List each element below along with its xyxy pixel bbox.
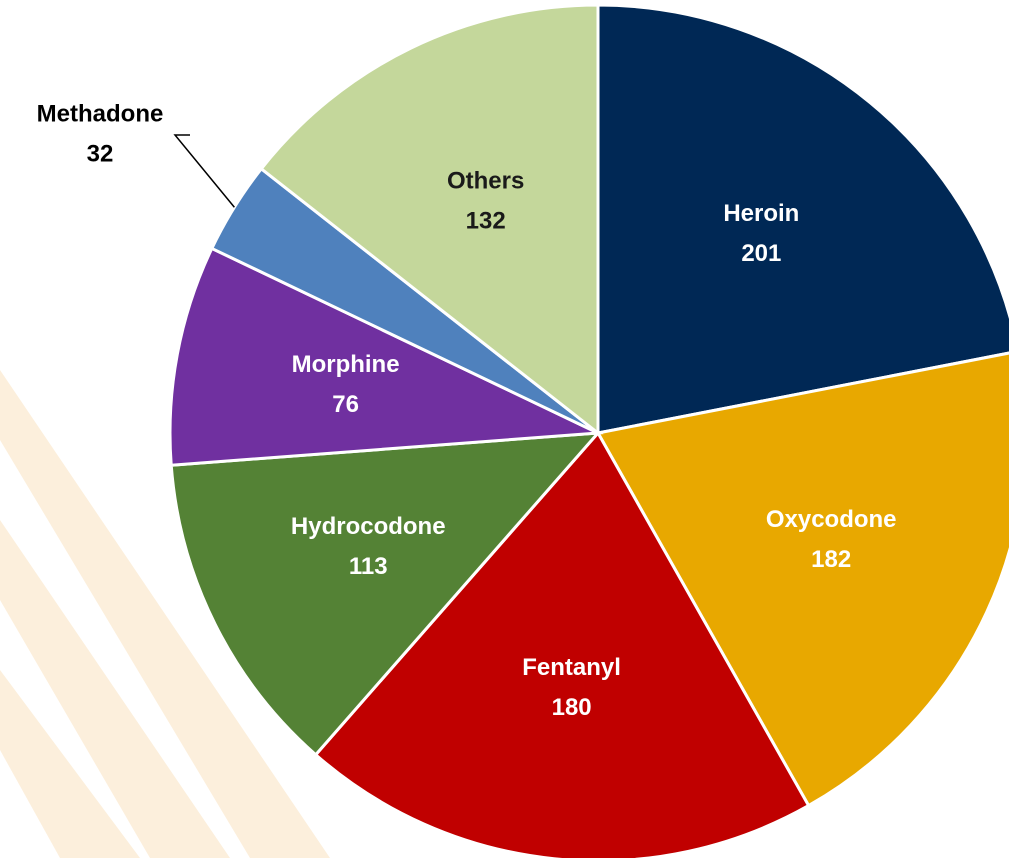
slice-label: Methadone (37, 100, 164, 127)
pie-slice (168, 246, 604, 467)
stripe (0, 670, 140, 858)
pie-slice (313, 430, 811, 858)
slice-value: 32 (87, 140, 114, 167)
slice-label: Hydrocodone (291, 513, 446, 540)
pie: Heroin 201 Oxycodone 182 Fentanyl 180 Hydrocod… (37, 3, 1009, 858)
leader-line (173, 134, 235, 208)
slice-value: 182 (811, 546, 851, 573)
stripe (0, 520, 230, 858)
slice-label: Morphine (292, 351, 400, 378)
slice-value: 76 (332, 391, 359, 418)
pie-slice (169, 431, 602, 757)
pie-slice (595, 351, 1009, 808)
slice-label: Others (447, 167, 524, 194)
slice-value: 201 (741, 240, 781, 267)
stripe (0, 370, 330, 858)
background-stripes (0, 370, 330, 858)
slice-label: Heroin (723, 200, 799, 227)
slice-value: 132 (466, 207, 506, 234)
slice-value: 113 (349, 553, 388, 580)
pie-slice (596, 3, 1009, 435)
slice-label: Oxycodone (766, 506, 897, 533)
slice-value: 180 (552, 694, 592, 721)
slice-label: Fentanyl (522, 654, 621, 681)
pie-slice (259, 3, 600, 437)
